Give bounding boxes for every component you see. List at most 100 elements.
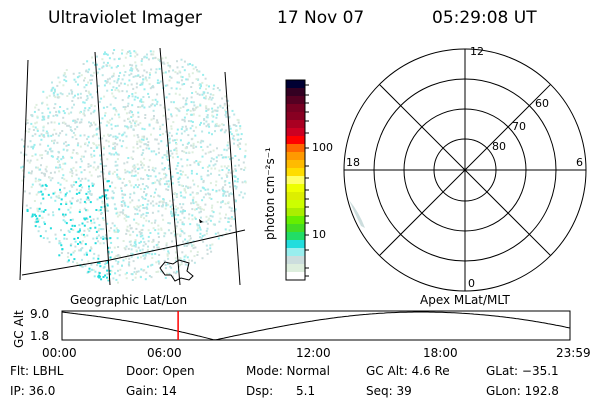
emission-pixel: [35, 103, 38, 106]
emission-pixel: [160, 227, 163, 230]
emission-pixel: [239, 127, 242, 130]
emission-pixel: [118, 132, 121, 135]
emission-pixel: [117, 229, 120, 232]
emission-pixel: [136, 140, 139, 143]
emission-pixel: [121, 78, 124, 81]
emission-pixel: [163, 183, 166, 186]
emission-pixel: [177, 178, 180, 181]
emission-pixel: [200, 85, 202, 88]
emission-pixel: [147, 144, 149, 146]
emission-pixel: [143, 69, 146, 72]
emission-pixel: [33, 200, 36, 202]
emission-pixel: [209, 193, 211, 196]
emission-pixel: [182, 97, 185, 100]
emission-pixel: [243, 156, 246, 159]
emission-pixel: [154, 219, 157, 222]
emission-pixel: [49, 111, 52, 114]
emission-pixel: [200, 121, 202, 124]
emission-pixel: [64, 195, 67, 198]
emission-pixel: [73, 180, 76, 183]
emission-pixel: [240, 168, 243, 171]
emission-pixel: [166, 183, 168, 185]
emission-pixel: [123, 74, 126, 77]
seq-status: Seq: 39: [366, 384, 412, 398]
emission-pixel: [181, 125, 184, 128]
emission-pixel: [102, 235, 105, 238]
emission-pixel: [176, 233, 179, 236]
emission-pixel: [122, 259, 125, 262]
emission-pixel: [139, 233, 142, 235]
emission-pixel: [141, 228, 144, 231]
emission-pixel: [32, 145, 35, 148]
emission-pixel: [132, 146, 135, 149]
emission-pixel: [55, 195, 58, 198]
emission-pixel: [201, 149, 204, 152]
emission-pixel: [240, 191, 243, 194]
emission-pixel: [119, 255, 121, 258]
emission-pixel: [124, 108, 127, 111]
emission-pixel: [138, 139, 141, 142]
emission-pixel: [198, 224, 200, 227]
emission-pixel: [137, 136, 140, 139]
emission-pixel: [118, 75, 120, 77]
emission-pixel: [197, 78, 200, 81]
emission-pixel: [198, 93, 201, 96]
emission-pixel: [165, 130, 168, 133]
emission-pixel: [128, 95, 131, 97]
colorbar-swatch: [286, 96, 305, 105]
emission-pixel: [78, 72, 81, 75]
emission-pixel: [145, 185, 148, 187]
emission-pixel: [28, 192, 31, 195]
emission-pixel: [90, 174, 93, 177]
emission-pixel: [121, 196, 124, 199]
emission-pixel: [54, 96, 57, 99]
emission-pixel: [236, 144, 239, 147]
emission-pixel: [208, 164, 211, 167]
emission-pixel: [126, 225, 129, 228]
emission-pixel: [102, 153, 105, 156]
emission-pixel: [222, 194, 225, 197]
emission-pixel: [120, 187, 123, 190]
emission-pixel: [218, 174, 221, 176]
emission-pixel: [95, 144, 98, 147]
emission-pixel: [97, 209, 100, 212]
emission-pixel: [215, 160, 218, 163]
emission-pixel: [102, 228, 105, 231]
emission-pixel: [84, 107, 87, 110]
emission-pixel: [179, 87, 182, 90]
emission-pixel: [152, 182, 155, 184]
emission-pixel: [78, 249, 81, 252]
emission-pixel: [63, 233, 66, 236]
emission-pixel: [179, 173, 182, 176]
emission-pixel: [118, 90, 121, 93]
emission-pixel: [179, 210, 182, 213]
emission-pixel: [44, 188, 47, 191]
emission-pixel: [114, 135, 117, 138]
emission-pixel: [206, 174, 209, 177]
emission-pixel: [41, 184, 44, 187]
emission-pixel: [155, 244, 158, 246]
emission-pixel: [140, 153, 143, 156]
emission-pixel: [150, 133, 152, 136]
emission-pixel: [157, 228, 160, 231]
emission-pixel: [89, 164, 92, 167]
emission-pixel: [38, 191, 41, 193]
emission-pixel: [58, 197, 61, 199]
ring-label-80: 80: [492, 140, 506, 153]
emission-pixel: [130, 171, 133, 174]
emission-pixel: [234, 155, 237, 157]
emission-pixel: [66, 149, 69, 152]
emission-pixel: [74, 245, 77, 248]
emission-pixel: [197, 204, 200, 206]
emission-pixel: [163, 248, 166, 251]
emission-pixel: [170, 232, 173, 235]
emission-pixel: [77, 142, 80, 145]
emission-pixel: [121, 181, 124, 184]
emission-pixel: [210, 197, 213, 200]
emission-pixel: [59, 183, 62, 186]
emission-pixel: [122, 199, 125, 202]
emission-pixel: [108, 172, 111, 175]
emission-pixel: [124, 168, 127, 171]
emission-pixel: [74, 80, 77, 83]
colorbar-swatch: [286, 192, 305, 201]
